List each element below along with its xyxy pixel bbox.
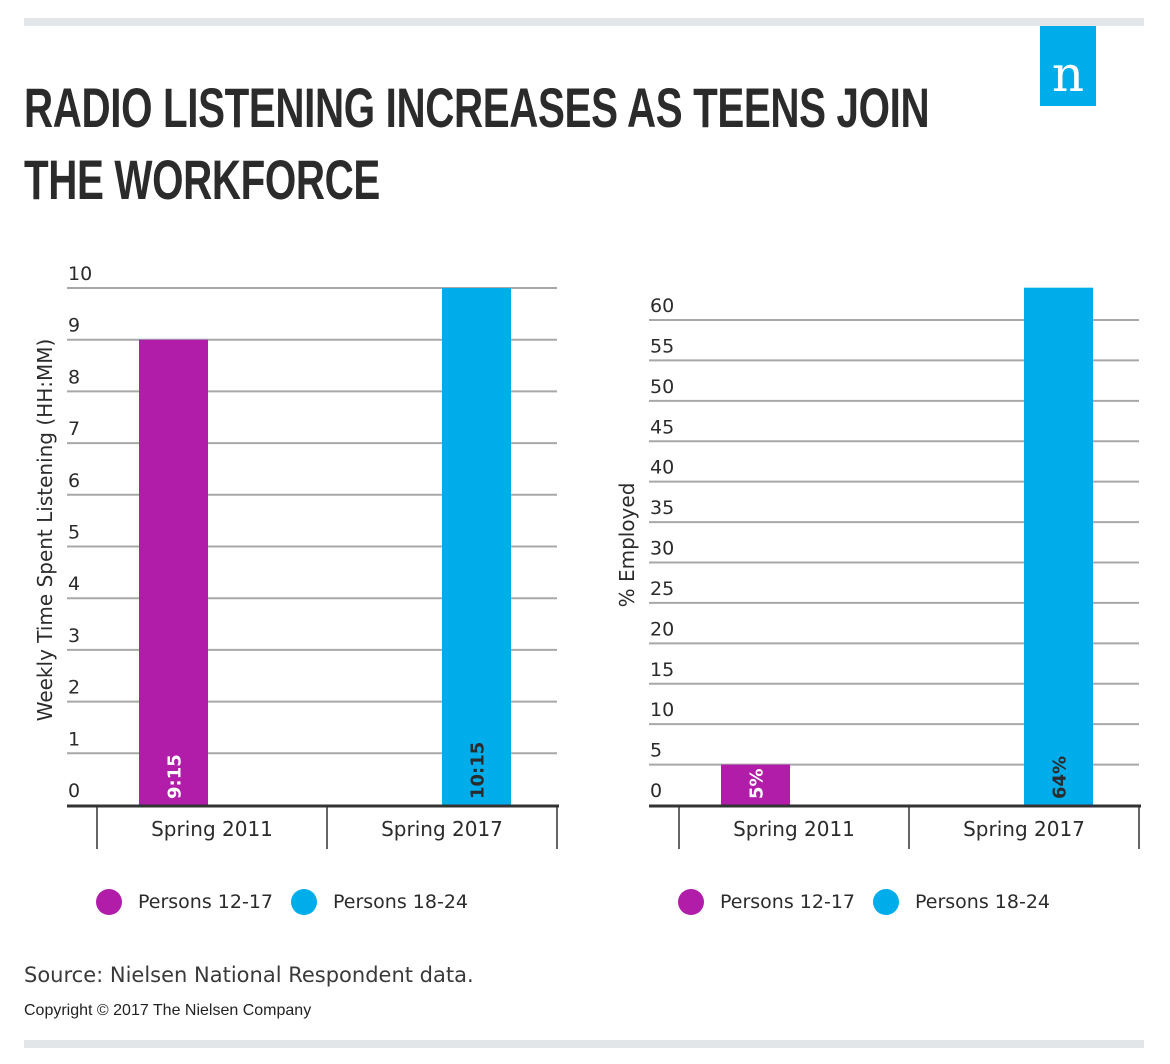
logo-glyph: n: [1051, 45, 1085, 103]
y-tick-label: 5: [68, 522, 80, 544]
y-tick-label: 0: [68, 780, 80, 802]
y-tick-label: 8: [68, 366, 80, 388]
chart-percent-employed: 0 5 10 15 20 25 30 35 40 45 50 55 60 % Employed 5% 64% S…: [615, 287, 1141, 849]
y-tick-label: 2: [68, 677, 80, 699]
y-tick-label: 1: [68, 728, 80, 750]
y-tick-label: 7: [68, 418, 80, 440]
y-tick-label: 10: [650, 699, 674, 721]
x-category-label: Spring 2017: [963, 817, 1085, 841]
y-tick-label: 30: [650, 538, 674, 560]
legend-swatch-blue: [873, 889, 899, 915]
bar-data-label: 9:15: [165, 754, 186, 799]
x-category-label: Spring 2017: [381, 817, 503, 841]
legend-swatch-blue: [291, 889, 317, 915]
legend-label: Persons 18-24: [333, 891, 468, 913]
copyright-note: Copyright © 2017 The Nielsen Company: [24, 1002, 312, 1019]
y-tick-label: 3: [68, 625, 80, 647]
top-rule: [24, 18, 1144, 26]
legend-label: Persons 12-17: [720, 891, 855, 913]
y-axis-label: % Employed: [615, 483, 639, 608]
legend-item-persons-18-24: Persons 18-24: [873, 889, 1050, 915]
y-tick-label: 5: [650, 740, 662, 762]
legend-right: Persons 12-17 Persons 18-24: [678, 889, 1068, 915]
legend-swatch-purple: [96, 889, 122, 915]
y-tick-label: 40: [650, 457, 674, 479]
y-tick-label: 25: [650, 578, 674, 600]
bar-persons-18-24: [1024, 287, 1093, 806]
y-tick-label: 20: [650, 618, 674, 640]
legend-item-persons-12-17: Persons 12-17: [96, 889, 273, 915]
legend-item-persons-12-17: Persons 12-17: [678, 889, 855, 915]
legend-left: Persons 12-17 Persons 18-24: [96, 889, 486, 915]
legend-swatch-purple: [678, 889, 704, 915]
legend-item-persons-18-24: Persons 18-24: [291, 889, 468, 915]
y-tick-label: 60: [650, 295, 674, 317]
nielsen-logo-icon: n: [1040, 26, 1096, 106]
bar-data-label: 64%: [1050, 756, 1071, 799]
y-axis-label: Weekly Time Spent Listening (HH:MM): [33, 339, 57, 722]
y-tick-label: 9: [68, 315, 80, 337]
bottom-rule: [24, 1040, 1144, 1048]
x-category-label: Spring 2011: [733, 817, 855, 841]
y-tick-label: 35: [650, 497, 674, 519]
page-title: RADIO LISTENING INCREASES AS TEENS JOIN …: [24, 76, 930, 211]
x-category-label: Spring 2011: [151, 817, 273, 841]
bar-persons-12-17: [139, 339, 208, 805]
y-tick-label: 4: [68, 573, 80, 595]
y-tick-label: 0: [650, 780, 662, 802]
y-tick-label: 6: [68, 470, 80, 492]
y-tick-label: 55: [650, 335, 674, 357]
bar-data-label: 10:15: [468, 742, 489, 799]
y-tick-label: 45: [650, 416, 674, 438]
bar-persons-18-24: [442, 288, 511, 805]
y-tick-label: 15: [650, 659, 674, 681]
legend-label: Persons 12-17: [138, 891, 273, 913]
source-note: Source: Nielsen National Respondent data…: [24, 963, 474, 987]
bar-persons-12-17: [721, 764, 790, 805]
bar-data-label: 5%: [747, 768, 768, 799]
legend-label: Persons 18-24: [915, 891, 1050, 913]
y-tick-label: 50: [650, 376, 674, 398]
y-tick-label: 10: [68, 263, 92, 285]
chart-weekly-listening: 0 1 2 3 4 5 6 7 8 9 10 Weekly Time Spent Listening …: [33, 263, 559, 849]
